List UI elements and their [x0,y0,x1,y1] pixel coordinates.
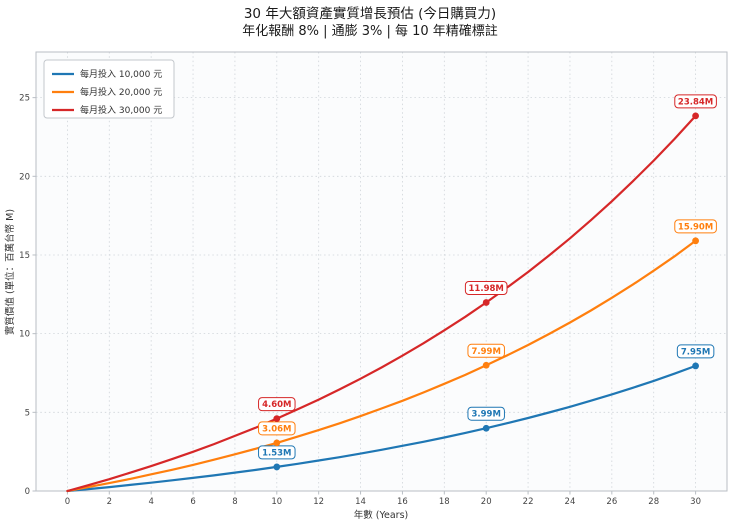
x-tick-label: 8 [232,497,237,507]
annotation-box [674,94,717,109]
x-tick-label: 24 [565,497,576,507]
x-tick-label: 12 [313,497,324,507]
y-tick-label: 20 [19,172,30,182]
x-tick-label: 16 [397,497,408,507]
data-point [273,463,281,471]
y-axis-label: 實質價值 (單位：百萬台幣 M) [4,209,16,335]
x-tick-label: 30 [690,497,701,507]
series-line-2 [66,114,697,493]
series-line-1 [66,239,697,493]
y-tick-label: 0 [25,487,30,497]
annotation-label: 3.06M [262,424,291,434]
data-point [273,439,281,447]
annotation-label: 4.60M [262,400,291,410]
data-point [482,299,490,306]
chart-subtitle: 年化報酬 8% | 通膨 3% | 每 10 年精確標註 [242,23,498,39]
x-tick-label: 10 [271,497,282,507]
title-block: 30 年大額資產實質增長預估 (今日購買力) 年化報酬 8% | 通膨 3% |… [0,6,740,40]
data-point [482,361,490,369]
annotation-label: 1.53M [262,448,291,458]
data-point [273,415,281,423]
data-point [692,112,699,120]
y-tick-label: 15 [19,251,30,261]
y-tick-label: 10 [19,330,30,340]
annotation-label: 7.95M [681,347,710,357]
x-tick-label: 22 [523,497,534,507]
legend-label: 每月投入 10,000 元 [80,68,162,80]
x-tick-label: 2 [107,497,112,507]
annotation-box [258,397,296,412]
legend-label: 每月投入 20,000 元 [80,86,162,98]
annotation-label: 23.84M [678,97,713,107]
data-point [692,362,699,370]
data-point [692,237,699,245]
x-tick-label: 28 [648,497,659,507]
x-tick-label: 26 [606,497,617,507]
x-tick-label: 0 [65,497,70,507]
annotation-box [464,280,508,295]
annotation-box [676,344,715,359]
legend-box [43,59,175,119]
y-tick-label: 25 [19,94,30,104]
annotation-label: 11.98M [469,284,504,294]
chart-title: 30 年大額資產實質增長預估 (今日購買力) [243,6,497,22]
series-line-0 [66,364,697,493]
x-axis-label: 年數 (Years) [354,509,409,521]
annotation-box [674,219,717,234]
legend-label: 每月投入 30,000 元 [80,104,162,116]
x-tick-label: 20 [481,497,492,507]
x-tick-label: 14 [355,497,366,507]
annotation-box [467,406,505,421]
annotation-box [467,343,505,358]
x-tick-label: 4 [148,497,153,507]
x-tick-label: 6 [190,497,195,507]
annotation-label: 3.99M [471,410,500,420]
annotation-label: 15.90M [678,222,713,232]
y-tick-label: 5 [25,408,30,418]
x-tick-label: 18 [439,497,450,507]
axes-frame [35,51,728,492]
data-point [482,424,490,432]
annotation-label: 7.99M [471,347,500,357]
